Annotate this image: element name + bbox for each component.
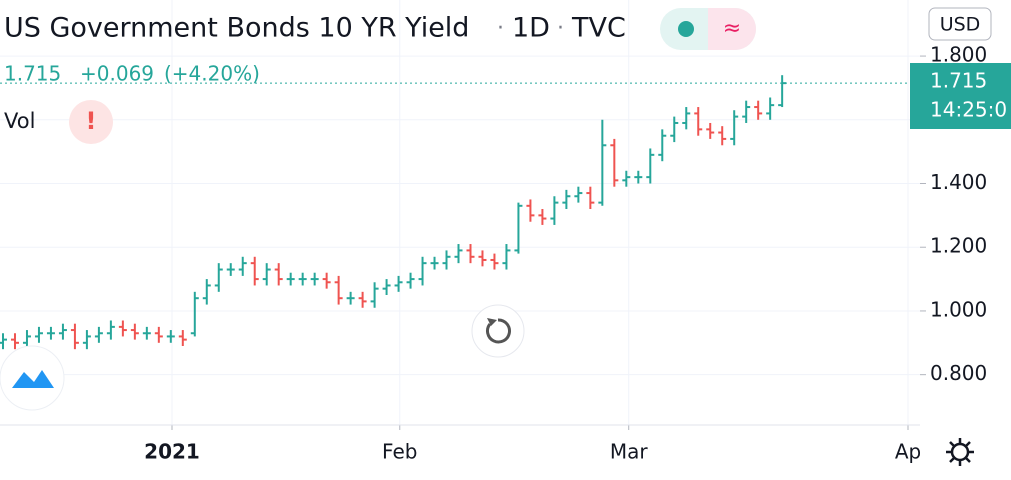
logo[interactable]	[0, 345, 65, 411]
ohlc-bar	[514, 202, 523, 254]
ohlc-bar	[310, 272, 319, 286]
ohlc-bar	[502, 244, 511, 270]
warning-icon[interactable]	[69, 100, 113, 144]
svg-text:≈: ≈	[723, 16, 741, 41]
ohlc-bar	[82, 330, 91, 350]
price-label: 1.715	[930, 69, 987, 93]
ohlc-bar	[394, 275, 403, 292]
ohlc-bar	[718, 126, 727, 146]
ohlc-bar	[34, 326, 43, 343]
ohlc-bar	[562, 189, 571, 209]
ohlc-bar	[130, 323, 139, 340]
x-tick-label: Feb	[382, 440, 417, 464]
ohlc-bar	[754, 100, 763, 120]
ohlc-bar	[106, 320, 115, 340]
ohlc-bar	[190, 291, 199, 337]
ohlc-bar	[730, 110, 739, 146]
ohlc-bar	[682, 107, 691, 130]
ohlc-bar	[526, 199, 535, 222]
ohlc-bar	[226, 263, 235, 276]
ohlc-bar	[370, 282, 379, 308]
currency: USD	[940, 14, 981, 36]
source: TVC	[571, 13, 626, 44]
currency-button[interactable]	[928, 7, 992, 41]
ohlc-bar	[634, 170, 643, 184]
ohlc-bar	[94, 326, 103, 343]
separator: ·	[557, 16, 564, 41]
ohlc-bar	[250, 256, 259, 286]
reset-button[interactable]	[471, 304, 525, 358]
ohlc-bar	[142, 326, 151, 340]
ohlc-bar	[490, 253, 499, 270]
y-tick-label: 1.200	[930, 234, 987, 258]
price-label-box	[910, 63, 1011, 129]
ohlc-bar	[766, 97, 775, 120]
ohlc-bar	[10, 333, 19, 350]
ohlc-bar	[646, 148, 655, 184]
change: +0.069	[80, 62, 154, 86]
ohlc-bar	[478, 250, 487, 267]
time-label: 14:25:0	[930, 98, 1007, 122]
ohlc-bar	[382, 279, 391, 296]
ohlc-bar	[430, 256, 439, 270]
ohlc-bar	[358, 291, 367, 308]
x-tick-label: Ap	[895, 440, 921, 464]
ohlc-bar	[658, 129, 667, 162]
ohlc-bar	[166, 330, 175, 343]
ohlc-bar	[706, 122, 715, 139]
ohlc-bar	[0, 333, 7, 350]
separator: ·	[497, 16, 504, 41]
ohlc-bar	[298, 272, 307, 286]
ohlc-bar	[334, 275, 343, 305]
ohlc-bar	[670, 116, 679, 143]
last-price: 1.715	[4, 62, 61, 86]
ohlc-bar	[202, 279, 211, 305]
interval: 1D	[512, 13, 550, 44]
ohlc-bar	[586, 186, 595, 209]
ohlc-bar	[70, 323, 79, 350]
ohlc-bar	[46, 326, 55, 340]
ohlc-bar	[214, 263, 223, 292]
ohlc-bar	[742, 100, 751, 123]
ohlc-bar	[154, 326, 163, 343]
ohlc-bar	[622, 170, 631, 187]
ohlc-bar	[466, 244, 475, 264]
ohlc-bar	[118, 320, 127, 337]
x-tick-label: Mar	[610, 440, 649, 464]
ohlc-bar	[346, 291, 355, 305]
ohlc-bar	[322, 272, 331, 289]
ohlc-bar	[454, 244, 463, 264]
ohlc-bar	[442, 250, 451, 270]
y-tick-label: 1.000	[930, 297, 987, 321]
ohlc-bar	[406, 272, 415, 289]
volume-label: Vol	[4, 109, 35, 133]
ohlc-bar	[574, 186, 583, 203]
ohlc-bar	[538, 208, 547, 225]
warning: !	[86, 107, 97, 135]
market-status[interactable]: ≈	[660, 8, 756, 50]
ohlc-bar	[178, 330, 187, 346]
y-tick-label: 1.400	[930, 170, 987, 194]
corner	[920, 425, 1011, 480]
x-tick-label: 2021	[144, 440, 200, 464]
ohlc-bar	[610, 138, 619, 187]
ohlc-bar	[694, 107, 703, 136]
ohlc-bar	[58, 323, 67, 340]
ohlc-bar	[550, 196, 559, 225]
ohlc-bar	[238, 256, 247, 276]
ohlc-bar	[418, 256, 427, 286]
ohlc-bar	[286, 272, 295, 286]
title: US Government Bonds 10 YR Yield	[4, 13, 469, 44]
ohlc-bar	[598, 119, 607, 206]
bars	[0, 75, 787, 350]
change-pct: (+4.20%)	[164, 62, 260, 86]
y-tick-label: 0.800	[930, 361, 987, 385]
grid	[0, 0, 920, 430]
ohlc-bar	[262, 263, 271, 286]
settings-button[interactable]	[946, 438, 974, 466]
ohlc-bar	[274, 263, 283, 286]
y-tick-label: 1.800	[930, 43, 987, 67]
